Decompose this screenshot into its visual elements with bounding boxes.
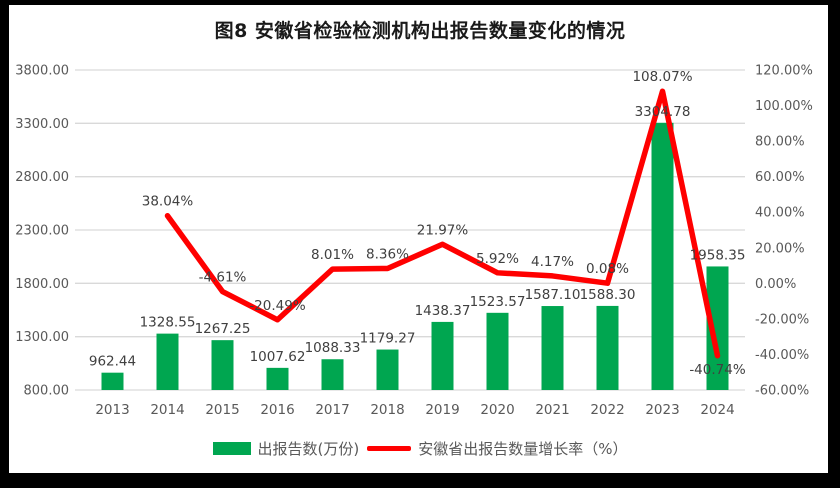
window-edge-top [0, 0, 840, 5]
bar-value-label: 1007.62 [250, 349, 306, 365]
bar-value-label: 1328.55 [140, 315, 196, 331]
bar-value-label: 1088.33 [305, 340, 361, 356]
growth-rate-line [164, 88, 721, 359]
x-axis-tick-label: 2013 [95, 402, 129, 418]
bar-value-label: 1587.10 [525, 287, 581, 303]
legend-item-reports: 出报告数(万份) [212, 438, 360, 459]
left-axis-tick-label: 3300.00 [15, 117, 69, 132]
bar-value-label: 1267.25 [195, 321, 251, 337]
bar-2017 [321, 359, 344, 390]
line-value-label: 5.92% [476, 251, 519, 267]
window-edge-right [828, 0, 840, 488]
x-axis-tick-label: 2023 [645, 402, 679, 418]
x-axis-tick-label: 2018 [370, 402, 404, 418]
right-axis-tick-label: 100.00% [755, 99, 813, 114]
line-value-label: -4.61% [199, 270, 247, 286]
left-axis-tick-label: 2800.00 [15, 170, 69, 185]
left-axis-tick-label: 3800.00 [15, 64, 69, 79]
x-axis-tick-label: 2014 [150, 402, 184, 418]
bar-value-label: 1958.35 [690, 247, 746, 263]
line-value-label: 21.97% [417, 222, 469, 238]
line-value-label: 4.17% [531, 254, 574, 270]
bar-2021 [541, 306, 564, 390]
right-axis-tick-label: -20.00% [755, 312, 809, 327]
legend-label-growth-rate: 安徽省出报告数量增长率（%） [418, 440, 628, 458]
window-edge-bottom [0, 473, 840, 488]
bar-value-label: 1438.37 [415, 303, 471, 319]
x-axis-tick-label: 2016 [260, 402, 294, 418]
bar-value-label: 1588.30 [580, 287, 636, 303]
chart-legend: 出报告数(万份) 安徽省出报告数量增长率（%） [0, 438, 840, 459]
bar-value-label: 1179.27 [360, 331, 416, 347]
right-axis-tick-label: 60.00% [755, 170, 805, 185]
line-value-label: 38.04% [142, 194, 194, 210]
bar-2022 [596, 305, 619, 390]
right-axis-tick-label: -60.00% [755, 384, 809, 399]
bar-2015 [211, 340, 234, 390]
line-series-swatch-icon [367, 446, 412, 451]
bar-2016 [266, 367, 289, 390]
right-axis-tick-label: 80.00% [755, 135, 805, 150]
bar-value-label: 1523.57 [470, 294, 526, 310]
line-value-label: 108.07% [632, 69, 692, 85]
bar-value-label: 962.44 [89, 354, 136, 370]
bar-series-swatch-icon [212, 442, 251, 455]
line-value-label: 0.08% [586, 261, 629, 277]
x-axis-tick-label: 2024 [700, 402, 734, 418]
bar-2020 [486, 312, 509, 390]
line-value-label: 8.01% [311, 247, 354, 263]
right-axis-tick-label: 120.00% [755, 64, 813, 79]
line-value-label: -40.74% [689, 362, 746, 378]
left-axis-tick-label: 1800.00 [15, 277, 69, 292]
bar-2019 [431, 321, 454, 390]
right-axis-tick-label: -40.00% [755, 348, 809, 363]
bar-2013 [101, 372, 124, 390]
window-edge-left [0, 0, 9, 488]
bar-2023 [651, 122, 674, 391]
x-axis-tick-label: 2019 [425, 402, 459, 418]
legend-item-growth-rate: 安徽省出报告数量增长率（%） [367, 438, 627, 459]
chart-plot-area: 800.00 1300.00 1800.00 2300.00 2800.00 3300.0… [15, 64, 813, 419]
bar-2018 [376, 349, 399, 390]
legend-label-reports: 出报告数(万份) [257, 440, 360, 458]
x-axis-tick-label: 2017 [315, 402, 349, 418]
chart-title: 图8 安徽省检验检测机构出报告数量变化的情况 [214, 20, 626, 42]
x-axis-tick-label: 2015 [205, 402, 239, 418]
left-axis-tick-label: 800.00 [24, 384, 70, 399]
line-value-label: -20.49% [249, 298, 306, 314]
x-axis-tick-label: 2020 [480, 402, 514, 418]
left-axis-tick-label: 1300.00 [15, 330, 69, 345]
line-value-label: 8.36% [366, 246, 409, 262]
right-axis-tick-label: 0.00% [755, 277, 796, 292]
right-axis-tick-label: 20.00% [755, 241, 805, 256]
bar-2014 [156, 333, 179, 390]
left-axis-tick-label: 2300.00 [15, 224, 69, 239]
bar-2024 [706, 266, 729, 390]
x-axis-tick-label: 2022 [590, 402, 624, 418]
x-axis-tick-label: 2021 [535, 402, 569, 418]
right-axis-tick-label: 40.00% [755, 206, 805, 221]
bar-value-label: 3304.78 [635, 104, 691, 120]
